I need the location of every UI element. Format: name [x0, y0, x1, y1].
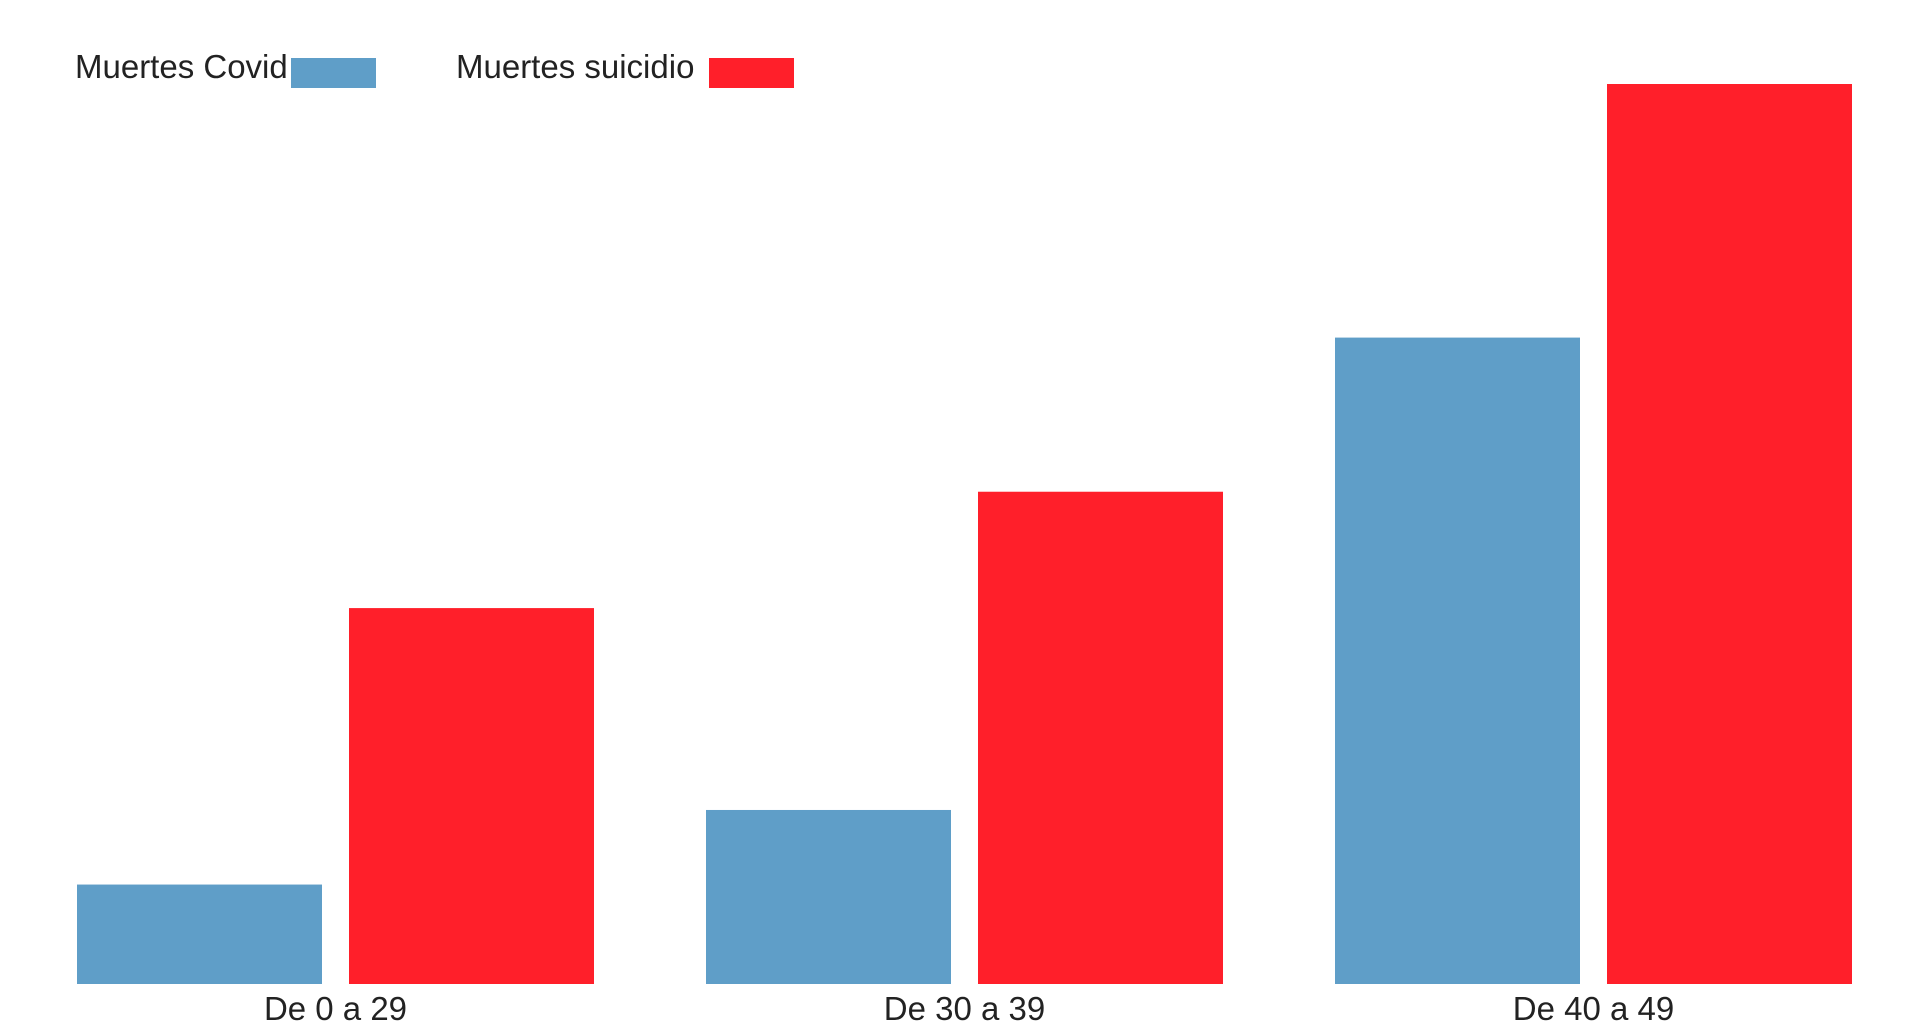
- bar-covid: [706, 809, 951, 984]
- x-tick-label: De 0 a 29: [264, 990, 407, 1027]
- x-tick-label: De 40 a 49: [1513, 990, 1674, 1027]
- legend-label: Muertes Covid: [75, 48, 288, 85]
- bar-suicidio: [1607, 84, 1852, 984]
- legend: Muertes Covid Muertes suicidio: [75, 48, 794, 88]
- bar-covid: [1335, 337, 1580, 984]
- legend-swatch: [291, 58, 376, 88]
- bar-suicidio: [978, 491, 1223, 984]
- legend-swatch: [709, 58, 794, 88]
- bars: De 0 a 29 De 30 a 39 De 40 a 49: [77, 84, 1852, 1027]
- bar-suicidio: [349, 608, 594, 984]
- x-tick-label: De 30 a 39: [884, 990, 1045, 1027]
- bar-covid: [77, 884, 322, 984]
- legend-label: Muertes suicidio: [456, 48, 694, 85]
